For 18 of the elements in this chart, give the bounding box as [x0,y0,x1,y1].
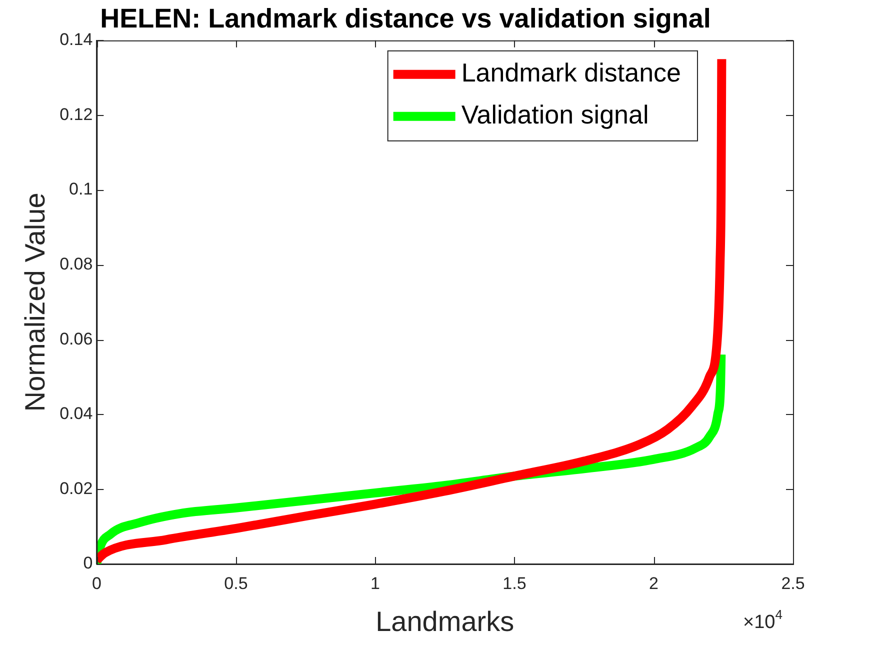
x-axis-title: Landmarks [376,606,514,637]
y-tick-label: 0.08 [60,254,93,274]
y-tick-label: 0 [83,554,93,573]
legend-label: Landmark distance [461,58,682,88]
y-axis-title: Normalized Value [20,192,51,412]
x-tick-label: 1.5 [502,574,526,593]
y-tick-label: 0.04 [60,404,93,424]
y-tick-label: 0.02 [60,478,93,498]
y-tick-label: 0.14 [60,30,93,50]
x-tick-label: 2.5 [781,574,805,593]
x-tick-label: 0.5 [224,574,248,593]
x-tick-label: 1 [370,574,380,593]
y-tick-label: 0.12 [60,104,93,124]
x-tick-label: 2 [649,574,658,593]
y-tick-label: 0.1 [69,180,93,199]
y-tick-label: 0.06 [60,329,93,348]
chart-title: HELEN: Landmark distance vs validation signal [100,4,711,34]
legend-label: Validation signal [461,100,649,130]
